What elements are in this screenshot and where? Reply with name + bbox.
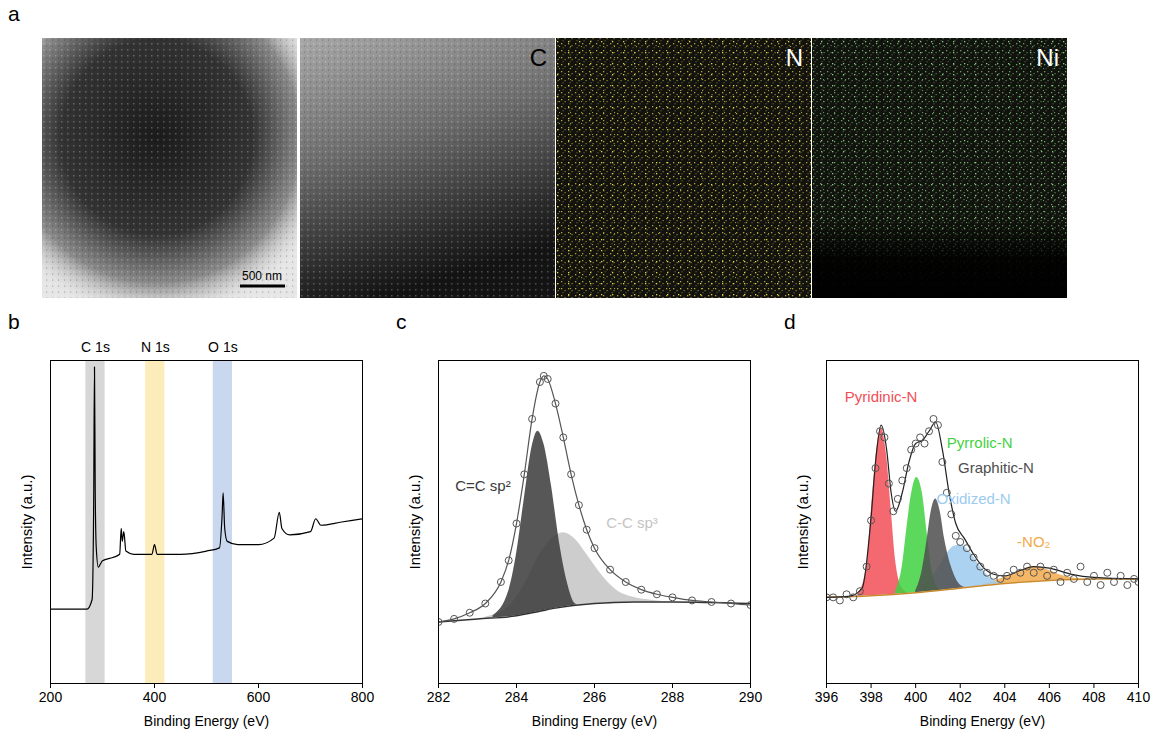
svg-text:C=C sp²: C=C sp² [455, 477, 510, 494]
html-text:b: b [8, 310, 20, 333]
svg-text:Oxidized-N: Oxidized-N [936, 490, 1010, 507]
html-text:d: d [784, 310, 796, 333]
svg-text:406: 406 [1038, 689, 1062, 705]
svg-text:400: 400 [143, 689, 167, 705]
svg-text:Binding Energy (eV): Binding Energy (eV) [532, 713, 657, 729]
html-text:a: a [8, 2, 20, 25]
svg-text:O 1s: O 1s [208, 339, 238, 355]
svg-text:Binding Energy (eV): Binding Energy (eV) [920, 713, 1045, 729]
svg-text:C 1s: C 1s [81, 339, 110, 355]
html-text:Intensity (a.u.): Intensity (a.u.) [405, 474, 423, 569]
svg-text:N 1s: N 1s [141, 339, 170, 355]
svg-text:Pyridinic-N: Pyridinic-N [845, 388, 918, 405]
html-text:c: c [396, 310, 407, 333]
svg-text:-NO₂: -NO₂ [1017, 533, 1050, 550]
svg-text:500 nm: 500 nm [242, 269, 282, 283]
svg-text:408: 408 [1082, 689, 1106, 705]
html-text:Intensity (a.u.): Intensity (a.u.) [793, 474, 811, 569]
svg-text:398: 398 [859, 689, 883, 705]
svg-text:288: 288 [661, 689, 685, 705]
svg-text:200: 200 [39, 689, 63, 705]
svg-text:410: 410 [1127, 689, 1151, 705]
svg-text:N: N [786, 44, 803, 71]
svg-text:400: 400 [904, 689, 928, 705]
svg-text:290: 290 [739, 689, 763, 705]
svg-text:286: 286 [583, 689, 607, 705]
svg-text:Pyrrolic-N: Pyrrolic-N [947, 434, 1013, 451]
svg-text:Ni: Ni [1036, 44, 1059, 71]
svg-text:800: 800 [351, 689, 375, 705]
html-text:Intensity (a.u.): Intensity (a.u.) [17, 474, 35, 569]
svg-text:C: C [530, 44, 547, 71]
svg-text:396: 396 [815, 689, 839, 705]
svg-text:402: 402 [949, 689, 973, 705]
svg-text:284: 284 [505, 689, 529, 705]
svg-text:C-C sp³: C-C sp³ [606, 514, 658, 531]
svg-text:Graphitic-N: Graphitic-N [958, 459, 1034, 476]
svg-text:Binding Energy (eV): Binding Energy (eV) [144, 713, 269, 729]
svg-text:600: 600 [247, 689, 271, 705]
svg-text:282: 282 [427, 689, 451, 705]
svg-text:404: 404 [993, 689, 1017, 705]
